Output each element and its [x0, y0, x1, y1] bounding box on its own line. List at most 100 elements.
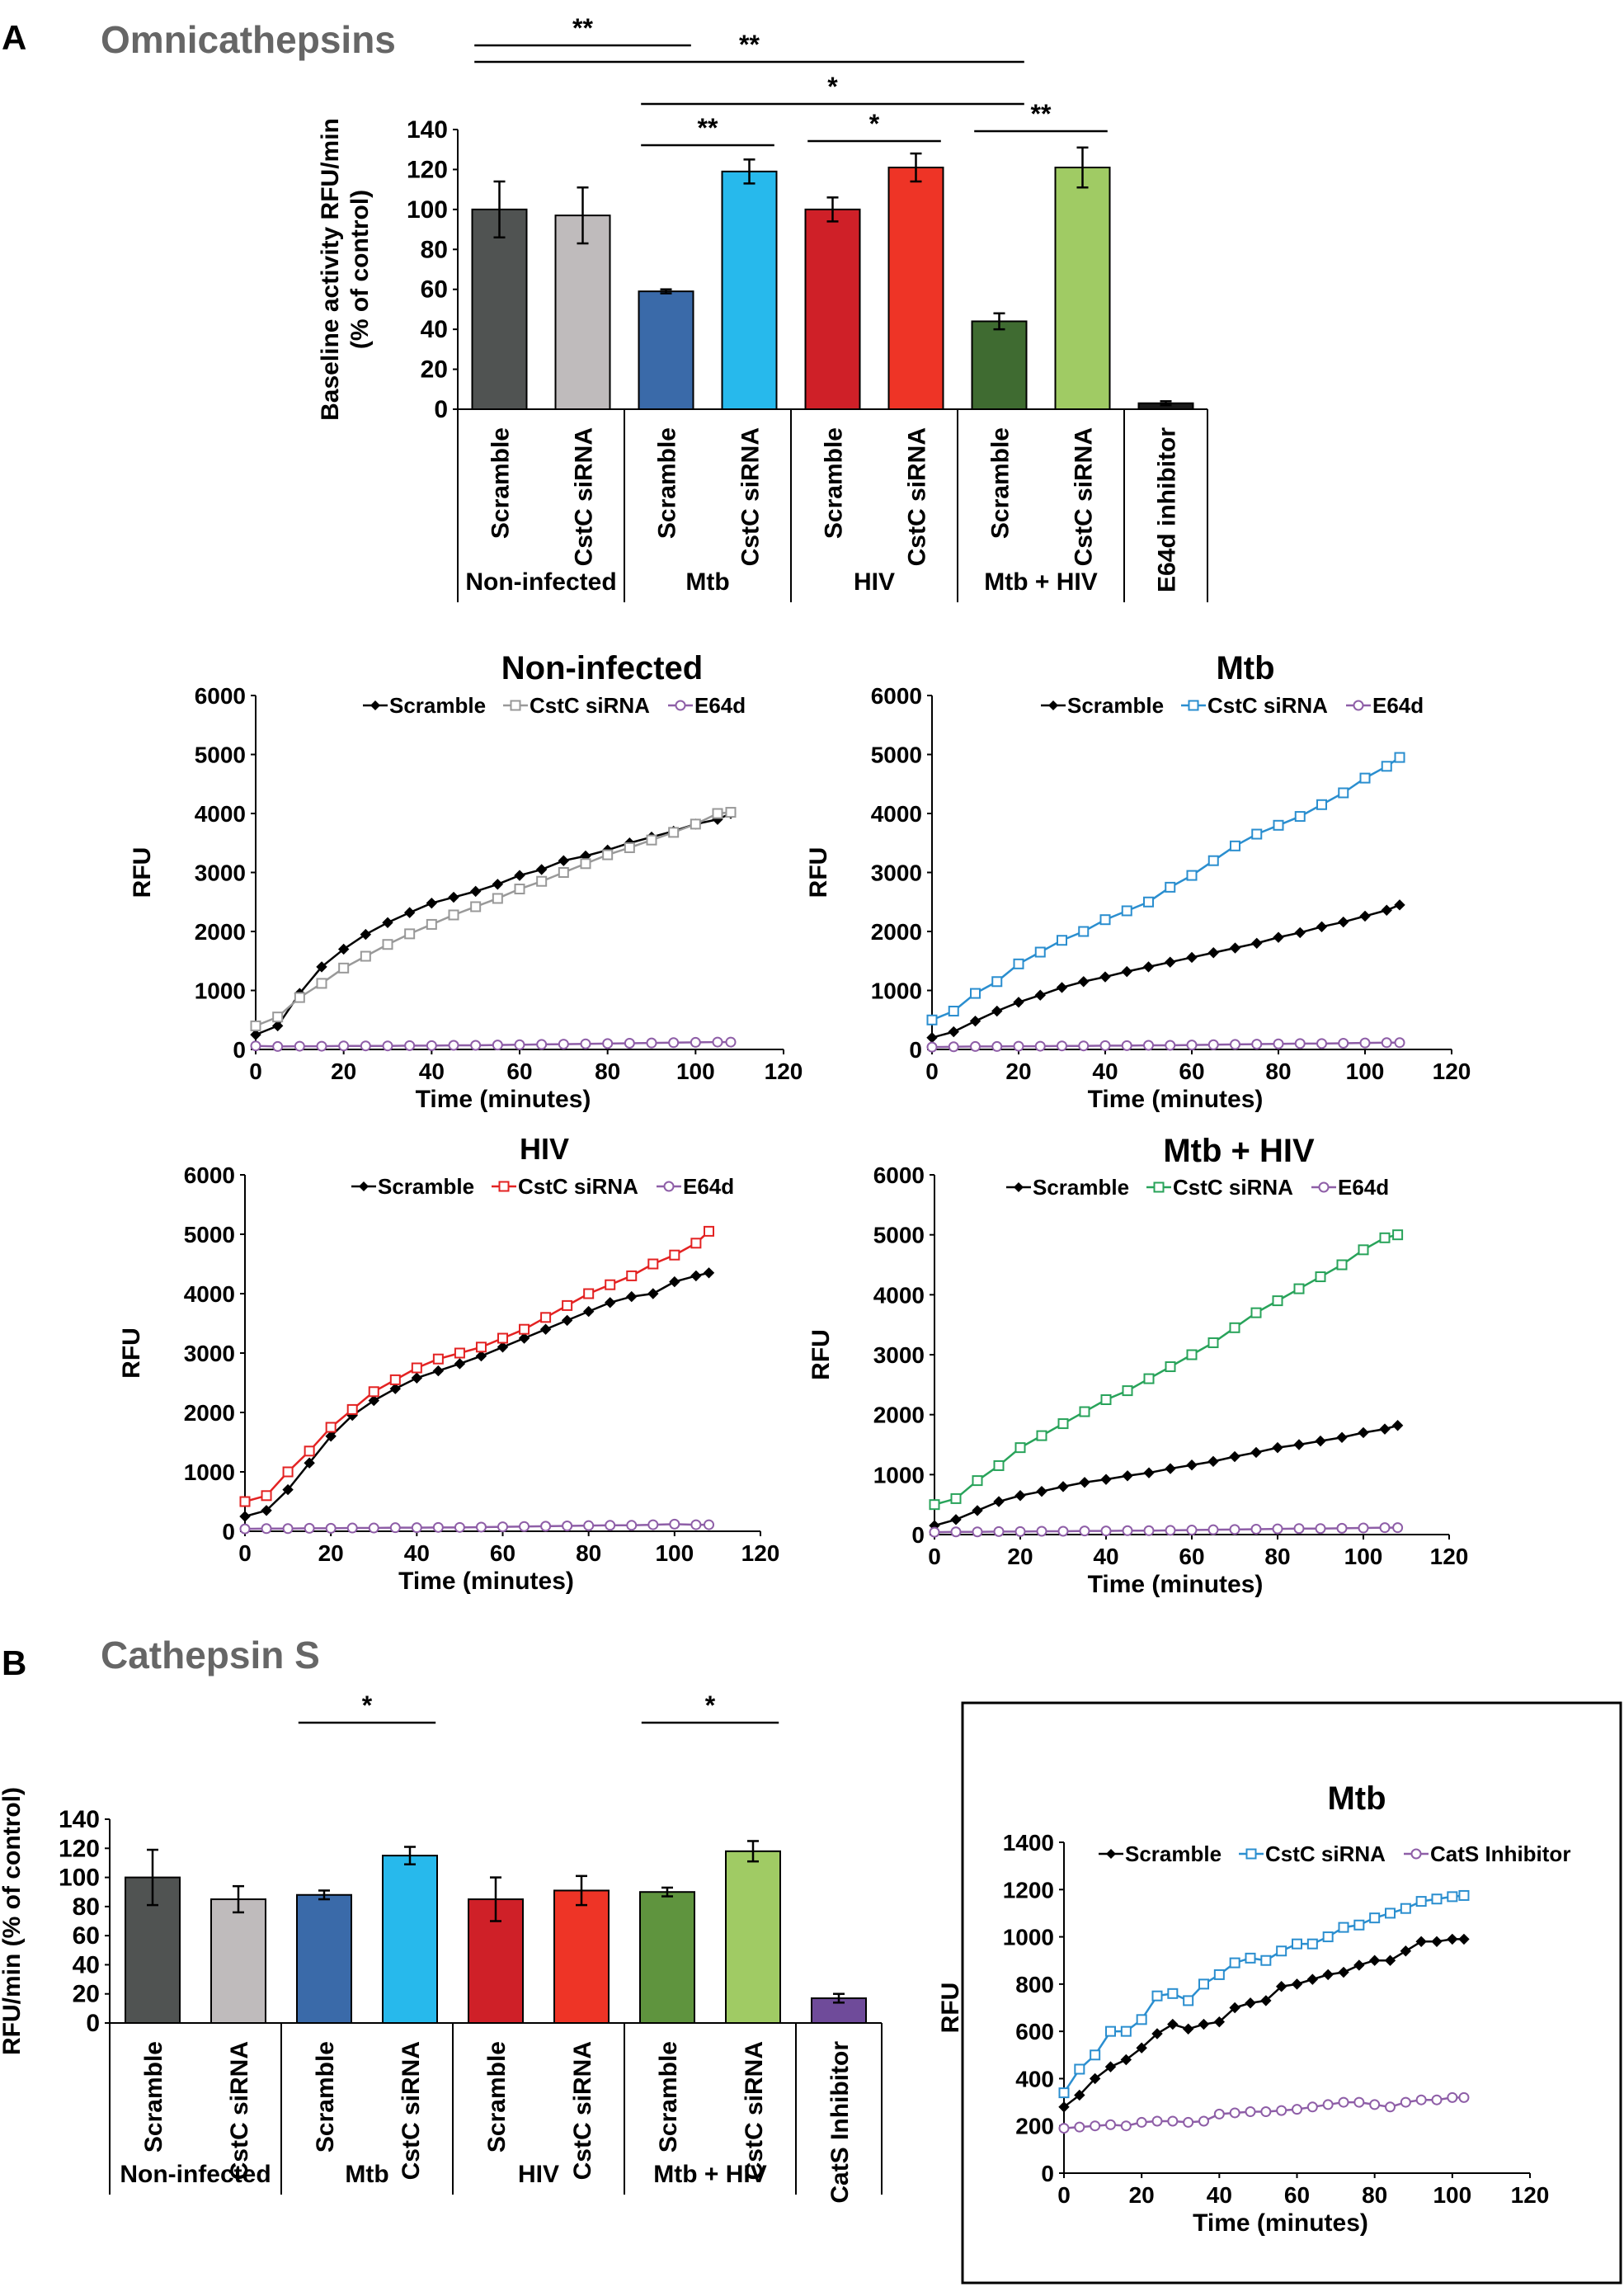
- category-label: CstC siRNA: [569, 2041, 596, 2180]
- panel-b-title: Cathepsin S: [101, 1634, 320, 1676]
- data-point-e64d: [1315, 1523, 1326, 1535]
- data-point-cats-inhibitor: [1458, 2091, 1470, 2103]
- data-point-cstc-sirna: [1058, 2087, 1070, 2099]
- data-point-cstc-sirna: [690, 1238, 702, 1249]
- group-label-mtb-hiv: Mtb + HIV: [653, 2161, 767, 2188]
- y-tick-label: 100: [407, 196, 448, 224]
- y-tick-label: 2000: [873, 1403, 925, 1428]
- legend-label-cats-inhibitor: CatS Inhibitor: [1430, 1841, 1570, 1866]
- data-point-cstc-sirna: [1358, 1244, 1369, 1256]
- y-tick-label: 0: [909, 1037, 922, 1063]
- y-tick-label: 1000: [873, 1462, 925, 1488]
- y-tick-label: 1000: [1003, 1925, 1054, 1950]
- bar-5-cstc-sirna: [553, 1889, 610, 2024]
- data-point-cstc-sirna: [304, 1445, 315, 1457]
- data-point-e64d: [1057, 1040, 1067, 1052]
- data-point-e64d: [1229, 1524, 1240, 1535]
- data-point-e64d: [1121, 1040, 1132, 1051]
- data-point-scramble: [1079, 1477, 1090, 1488]
- data-point-cstc-sirna: [1229, 1322, 1240, 1333]
- legend-label-scramble: Scramble: [378, 1174, 474, 1199]
- data-point-scramble: [360, 928, 372, 941]
- data-point-cstc-sirna: [558, 867, 569, 878]
- panel-a-letter: A: [2, 18, 26, 57]
- y-tick-label: 200: [1015, 2114, 1054, 2139]
- data-point-scramble: [1359, 910, 1371, 922]
- bar-3-cstc-sirna: [382, 1855, 438, 2025]
- data-point-scramble: [1165, 956, 1176, 968]
- data-point-scramble: [558, 855, 570, 866]
- data-point-cstc-sirna: [1338, 1922, 1349, 1933]
- data-point-cstc-sirna: [1034, 946, 1046, 958]
- data-point-scramble: [1151, 2028, 1163, 2039]
- data-point-scramble: [1182, 2023, 1194, 2035]
- data-point-scramble: [1316, 921, 1328, 932]
- data-point-e64d: [540, 1521, 552, 1532]
- x-tick-label: 40: [1092, 1059, 1118, 1084]
- category-label: Scramble: [312, 2041, 339, 2153]
- data-point-scramble: [389, 1383, 401, 1394]
- data-point-e64d: [647, 1519, 659, 1530]
- bar-1-cstc-sirna: [554, 215, 611, 410]
- data-point-cstc-sirna: [1245, 1952, 1256, 1964]
- data-point-cstc-sirna: [1213, 1969, 1225, 1980]
- data-point-cats-inhibitor: [1385, 2101, 1396, 2113]
- data-point-cstc-sirna: [1165, 1361, 1176, 1373]
- data-point-cstc-sirna: [338, 962, 350, 974]
- data-point-cstc-sirna: [514, 884, 525, 895]
- x-tick-label: 120: [741, 1540, 780, 1566]
- data-point-scramble: [261, 1505, 272, 1516]
- data-point-e64d: [991, 1040, 1003, 1052]
- data-point-scramble: [1384, 1955, 1396, 1966]
- data-point-cstc-sirna: [647, 1258, 659, 1270]
- y-tick-label: 1000: [871, 978, 922, 1004]
- data-point-e64d: [950, 1526, 962, 1538]
- x-tick-label: 60: [490, 1540, 515, 1566]
- legend-label-scramble: Scramble: [389, 693, 486, 718]
- data-point-scramble: [1036, 1485, 1047, 1497]
- data-point-scramble: [1368, 1955, 1381, 1966]
- data-point-e64d: [970, 1040, 981, 1052]
- y-tick-label: 3000: [871, 861, 922, 886]
- data-point-e64d: [948, 1041, 959, 1053]
- category-label: CstC siRNA: [1071, 427, 1098, 566]
- data-point-cstc-sirna: [712, 808, 723, 819]
- significance-label: **: [1031, 99, 1052, 129]
- data-point-cstc-sirna: [580, 858, 591, 870]
- y-tick-label: 5000: [184, 1222, 235, 1247]
- data-point-cstc-sirna: [1306, 1938, 1318, 1950]
- data-point-scramble: [1400, 1945, 1412, 1957]
- category-label: Scramble: [655, 2041, 682, 2153]
- data-point-e64d: [304, 1522, 315, 1534]
- data-point-cstc-sirna: [690, 818, 701, 830]
- data-point-cstc-sirna: [382, 939, 393, 950]
- data-point-scramble: [497, 1342, 509, 1353]
- y-axis-label: Baseline activity RFU/min: [317, 118, 344, 421]
- data-point-cats-inhibitor: [1151, 2115, 1163, 2127]
- data-point-cstc-sirna: [1120, 2025, 1132, 2037]
- data-point-cats-inhibitor: [1292, 2104, 1302, 2115]
- data-point-cstc-sirna: [1250, 1307, 1262, 1318]
- data-point-e64d: [602, 1038, 614, 1049]
- legend-marker-scramble: [359, 1181, 369, 1191]
- data-point-e64d: [1078, 1040, 1090, 1052]
- data-point-e64d: [448, 1040, 459, 1051]
- y-tick-label: 1400: [1003, 1830, 1054, 1856]
- data-point-scramble: [1458, 1933, 1470, 1945]
- data-point-e64d: [1186, 1525, 1198, 1536]
- x-tick-label: 100: [1344, 1544, 1383, 1569]
- data-point-cstc-sirna: [1379, 1232, 1391, 1243]
- data-point-scramble: [1394, 899, 1405, 911]
- legend-label-scramble: Scramble: [1125, 1841, 1222, 1866]
- data-point-scramble: [1229, 1450, 1240, 1463]
- legend-marker-cstc-sirna: [1153, 1181, 1165, 1193]
- legend-label-cstc-sirna: CstC siRNA: [1265, 1841, 1386, 1866]
- legend-marker-cstc-sirna: [1188, 700, 1199, 711]
- legend-label-cstc-sirna: CstC siRNA: [1173, 1175, 1293, 1200]
- legend-marker-cats-inhibitor: [1410, 1848, 1422, 1860]
- data-point-cstc-sirna: [1392, 1229, 1404, 1241]
- data-point-scramble: [448, 891, 459, 903]
- data-point-cstc-sirna: [583, 1288, 595, 1299]
